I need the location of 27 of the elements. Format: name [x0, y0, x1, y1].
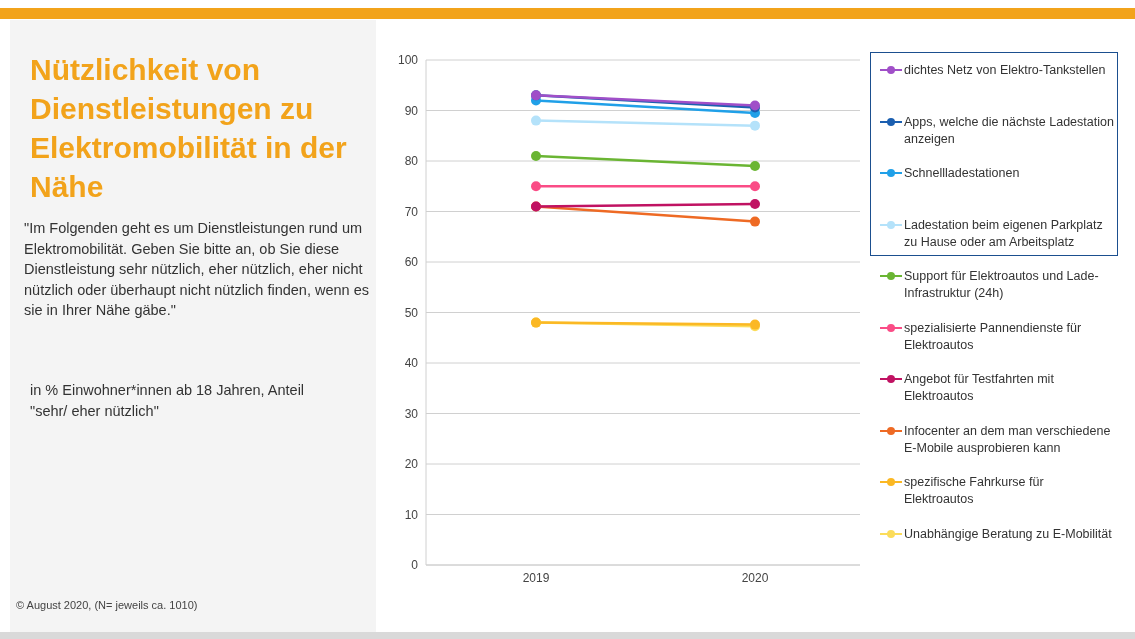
- y-tick-label: 30: [404, 406, 419, 421]
- legend-label: dichtes Netz von Elektro-Tankstellen: [904, 62, 1106, 79]
- legend-label: Schnellladestationen: [904, 165, 1020, 182]
- legend-label: Ladestation beim eigenen Parkplatz zu Hause oder am Arbeitsplatz: [904, 216, 1104, 251]
- legend-label: Support für Elektroautos und Lade-Infrastruktur (24h): [904, 268, 1100, 302]
- y-tick-label: 20: [404, 457, 419, 472]
- legend-label: spezialisierte Pannendienste für Elektroautos: [904, 319, 1083, 354]
- text: © August 2020, (N= jeweils ca. 1010): [16, 598, 199, 612]
- y-tick-label: 100: [397, 53, 419, 68]
- y-tick-label: 50: [404, 305, 419, 320]
- legend-label: Infocenter an dem man verschiedene E-Mobile ausprobieren kann: [904, 422, 1112, 457]
- y-tick-label: 90: [404, 103, 419, 118]
- text: in % Einwohner*innen ab 18 Jahren, Anteil "sehr/ eher nützlich": [30, 381, 306, 421]
- y-tick-label: 0: [411, 558, 419, 573]
- x-tick-label: 2019: [522, 570, 550, 585]
- y-tick-label: 70: [404, 204, 419, 219]
- legend-label: Angebot für Testfahrten mit Elektroautos: [904, 371, 1055, 405]
- text: "Im Folgenden geht es um Dienstleistungen rund um Elektromobilität. Geben Sie bitte an, ob Sie diese Dienstleistung sehr nützlich, eher nützlich, eher nicht nützlich oder überhaupt nicht nützlich finden, wenn es sie in Ihrer Nähe gäbe.": [24, 219, 369, 320]
- legend-label: Unabhängige Beratung zu E-Mobilität: [904, 525, 1112, 543]
- y-tick-label: 80: [404, 154, 419, 169]
- x-tick-label: 2020: [741, 570, 769, 585]
- y-tick-label: 60: [404, 255, 419, 270]
- text: Nützlichkeit von Dienstleistungen zu Elektromobilität in der Nähe: [30, 52, 348, 205]
- legend-label: spezifische Fahrkurse für Elektroautos: [904, 474, 1045, 508]
- y-tick-label: 40: [404, 356, 419, 371]
- legend-label: Apps, welche die nächste Ladestation anzeigen: [904, 113, 1115, 148]
- y-tick-label: 10: [404, 507, 419, 522]
